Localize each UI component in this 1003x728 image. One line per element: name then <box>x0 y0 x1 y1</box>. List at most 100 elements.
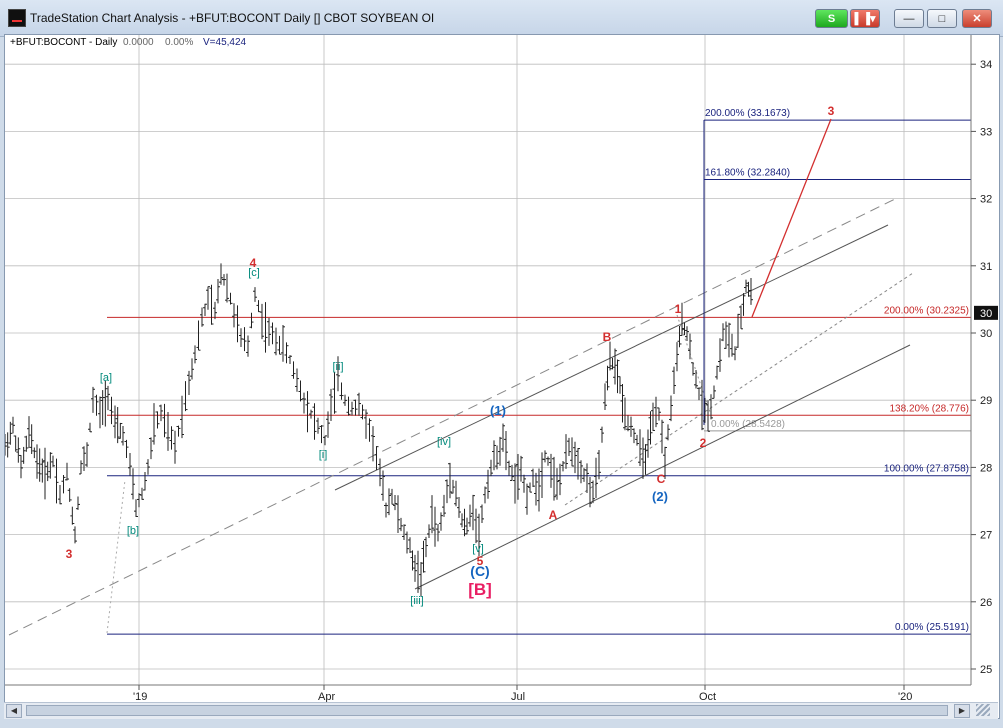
price-bar <box>605 365 610 391</box>
price-bar <box>666 424 670 441</box>
strategy-status-button[interactable]: S <box>815 9 848 28</box>
price-bar <box>118 422 123 439</box>
chart-menu-button[interactable]: ▌▐▾ <box>850 9 880 28</box>
price-bar <box>727 322 731 358</box>
price-bar <box>677 325 682 348</box>
price-bar <box>121 426 125 446</box>
price-bar <box>35 444 39 479</box>
scroll-left-button[interactable]: ◀ <box>6 704 22 718</box>
price-bar <box>471 494 475 531</box>
price-bar <box>91 386 95 413</box>
price-bar <box>378 458 382 487</box>
price-bar <box>228 292 233 305</box>
price-bar <box>213 301 217 320</box>
price-bar <box>332 372 337 414</box>
price-bar <box>305 391 310 433</box>
y-tick-label: 27 <box>980 530 992 542</box>
x-tick-label: Apr <box>318 691 335 703</box>
x-tick-label: Oct <box>699 691 716 703</box>
horizontal-scrollbar[interactable]: ◀ ▶ <box>4 702 998 719</box>
price-bar <box>439 512 443 531</box>
price-bar <box>613 348 617 385</box>
price-bar <box>206 286 210 310</box>
price-bar <box>405 531 409 554</box>
price-bar <box>546 456 550 466</box>
price-bar <box>451 479 455 494</box>
wave-label: B <box>603 330 612 344</box>
wave-label: (C) <box>470 563 489 579</box>
price-bar <box>483 486 487 504</box>
x-tick-label: '19 <box>133 691 147 703</box>
price-bar <box>501 423 505 452</box>
price-bar <box>256 300 261 313</box>
price-bar <box>27 416 31 448</box>
price-bar <box>267 318 271 346</box>
price-bar <box>40 458 45 483</box>
price-bar <box>88 422 92 433</box>
price-bar <box>730 333 734 357</box>
x-tick-label: Jul <box>511 691 525 703</box>
price-bar <box>329 388 333 422</box>
maximize-button[interactable]: □ <box>927 9 957 28</box>
price-bar <box>200 307 204 327</box>
price-bar <box>522 474 526 493</box>
price-bar <box>24 435 29 452</box>
price-bar <box>675 342 679 372</box>
fib-label: 0.00% (25.5191) <box>895 622 969 633</box>
price-bar <box>79 460 83 475</box>
y-tick-label: 25 <box>980 664 992 676</box>
price-bar <box>32 447 37 459</box>
price-bar <box>387 488 391 516</box>
price-bar <box>336 356 340 392</box>
price-bar <box>408 537 412 553</box>
price-bar <box>498 436 502 466</box>
price-bar <box>393 494 397 511</box>
price-bars <box>5 263 753 597</box>
minimize-button[interactable]: — <box>894 9 924 28</box>
price-bar <box>203 303 207 316</box>
price-chart[interactable]: 200.00% (33.1673) 161.80% (32.2840) 200.00… <box>5 35 999 718</box>
scroll-right-button[interactable]: ▶ <box>954 704 970 718</box>
price-bar <box>100 390 105 426</box>
price-bar <box>21 446 26 464</box>
price-bar <box>718 338 722 372</box>
price-bar <box>270 322 275 345</box>
price-bar <box>663 446 667 479</box>
price-bar <box>594 457 598 499</box>
price-bar <box>597 450 601 480</box>
y-tick-label: 34 <box>980 59 992 71</box>
price-bar <box>76 496 80 510</box>
price-bar <box>302 392 306 414</box>
fib-label: 200.00% (33.1673) <box>705 108 790 119</box>
price-bar <box>632 428 636 444</box>
price-bar <box>159 404 163 422</box>
price-bar <box>489 459 493 477</box>
price-bar <box>263 302 268 353</box>
resize-grip[interactable] <box>976 704 990 716</box>
price-bar <box>225 273 229 303</box>
price-bar <box>11 416 15 434</box>
price-bar <box>29 424 34 455</box>
price-bar <box>519 455 523 482</box>
price-bar <box>140 487 144 500</box>
price-bar <box>343 394 347 406</box>
price-bar <box>600 426 604 443</box>
scroll-thumb[interactable] <box>26 705 948 716</box>
price-bar <box>399 517 403 532</box>
price-bar <box>626 415 630 432</box>
price-bar <box>588 476 592 508</box>
tradestation-app-icon <box>8 9 26 27</box>
wave-label: 1 <box>675 302 682 316</box>
price-bar <box>190 358 194 380</box>
price-bar <box>430 495 434 534</box>
price-bar <box>495 445 499 470</box>
close-button[interactable]: ✕ <box>962 9 992 28</box>
price-bar <box>570 437 574 467</box>
price-bar <box>638 429 642 467</box>
chart-area[interactable]: 200.00% (33.1673) 161.80% (32.2840) 200.00… <box>4 34 1000 719</box>
price-bar <box>70 506 75 525</box>
price-bar <box>73 526 77 544</box>
price-bar <box>585 463 589 494</box>
price-bar <box>462 508 467 537</box>
wave-label: 3 <box>66 547 73 561</box>
